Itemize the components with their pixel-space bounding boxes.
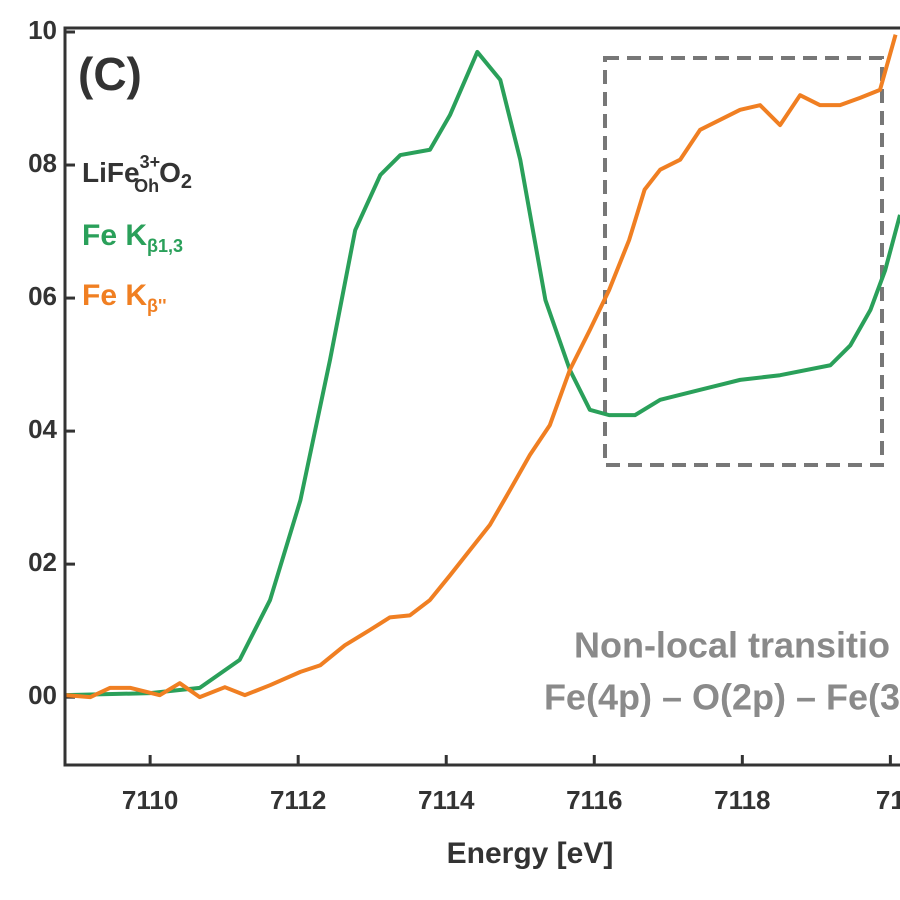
compound-site: Oh xyxy=(134,176,159,196)
y-tick-label: 00 xyxy=(28,680,57,710)
panel-label: (C) xyxy=(78,48,142,100)
legend-subscript: β1,3 xyxy=(147,236,183,256)
y-tick-label: 04 xyxy=(28,414,57,444)
y-tick-label: 06 xyxy=(28,281,57,311)
legend-subscript: β'' xyxy=(147,296,167,316)
y-tick-label: 08 xyxy=(28,148,57,178)
compound-count: 2 xyxy=(181,171,192,193)
legend-name: Fe K xyxy=(82,219,147,252)
y-tick-label: 10 xyxy=(28,15,57,45)
x-tick-label: 7110 xyxy=(122,785,178,815)
legend-name: Fe K xyxy=(82,279,147,312)
highlight-box xyxy=(603,56,884,467)
x-tick-label: 71 xyxy=(876,785,900,815)
compound-charge: 3+ xyxy=(140,152,161,172)
legend-entry: Fe Kβ'' xyxy=(82,279,167,316)
x-tick-label: 7114 xyxy=(418,785,475,815)
series-line xyxy=(64,34,898,700)
compound-base: LiFe xyxy=(82,157,140,188)
annotation: Non-local transitio xyxy=(574,625,890,666)
x-tick-label: 7116 xyxy=(566,785,622,815)
x-axis-title: Energy [eV] xyxy=(447,837,614,870)
series-line xyxy=(64,49,900,698)
x-tick-label: 7112 xyxy=(270,785,326,815)
plot-frame xyxy=(63,26,900,767)
annotation: Fe(4p) – O(2p) – Fe(3 xyxy=(544,677,900,718)
x-tick-label: 7118 xyxy=(714,785,770,815)
y-tick-label: 02 xyxy=(28,547,57,577)
legend-entry: Fe Kβ1,3 xyxy=(82,219,183,256)
compound-anion: O xyxy=(159,157,181,188)
compound-label: LiFe3+ OhO2 xyxy=(82,152,192,196)
